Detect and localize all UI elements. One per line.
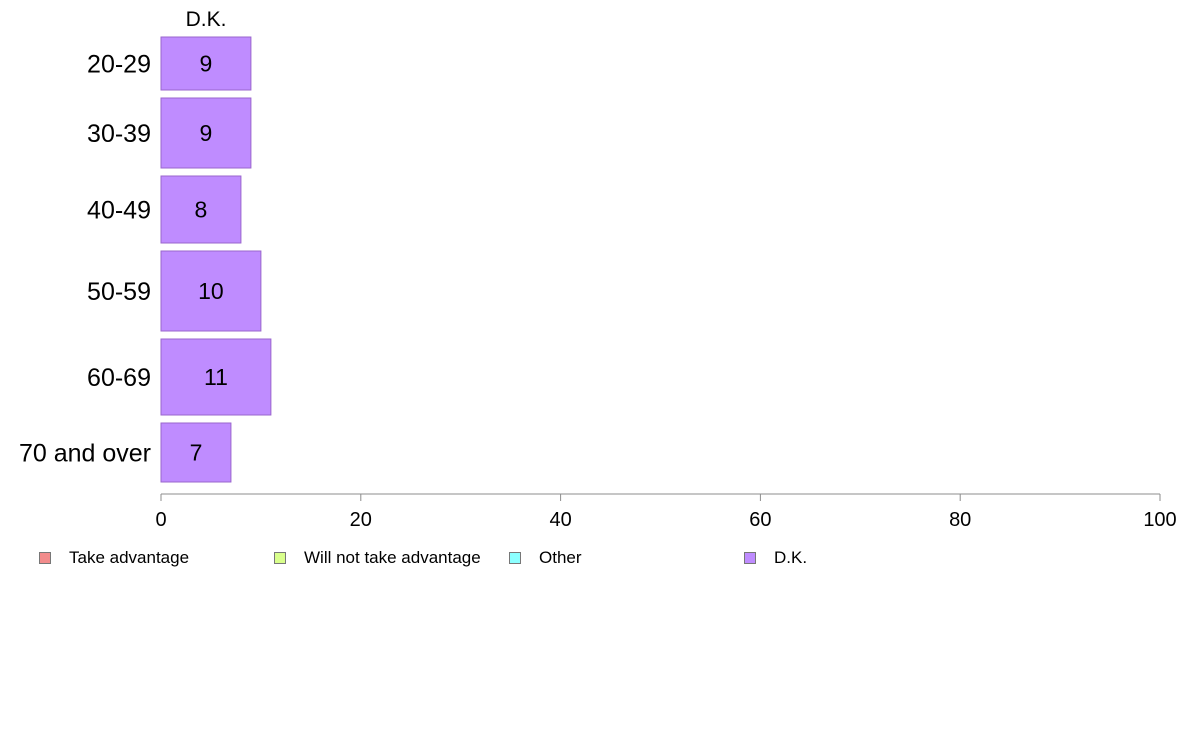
column-header: D.K.	[186, 8, 227, 31]
x-tick-label: 100	[1143, 509, 1176, 531]
bar-value-label: 11	[204, 364, 228, 390]
bar-value-label: 9	[200, 120, 213, 146]
bar-value-label: 8	[195, 197, 208, 223]
legend-swatch-take-advantage	[39, 551, 51, 564]
legend-item-dk: D.K.	[744, 549, 807, 566]
legend-label: D.K.	[774, 548, 808, 567]
x-tick-label: 0	[155, 509, 166, 531]
x-tick-label: 40	[549, 509, 571, 531]
legend-label: Will not take advantage	[304, 548, 481, 567]
bar-60-69	[160, 338, 272, 416]
legend-item-other: Other	[509, 549, 582, 566]
x-axis: 0 20 40 60 80 100	[155, 493, 1177, 531]
category-label: 50-59	[87, 278, 151, 306]
category-label: 30-39	[87, 120, 151, 148]
legend-item-take-advantage: Take advantage	[39, 549, 189, 566]
bar-30-39	[160, 97, 252, 169]
bar-value-label: 9	[200, 51, 213, 77]
bar-20-29	[160, 36, 252, 91]
bars-group: 9 9 8 10 11 7	[160, 36, 272, 483]
category-label: 40-49	[87, 197, 151, 225]
x-tick-label: 20	[350, 509, 372, 531]
legend-label: Take advantage	[69, 548, 190, 567]
category-label: 60-69	[87, 364, 151, 392]
x-tick-label: 60	[749, 509, 771, 531]
bar-40-49	[160, 175, 242, 244]
legend-swatch-other	[509, 551, 521, 564]
bar-70-and-over	[160, 422, 232, 483]
category-label: 70 and over	[19, 440, 151, 468]
legend-swatch-dk	[744, 551, 756, 564]
bar-value-label: 7	[190, 440, 203, 466]
legend-item-will-not-take-advantage: Will not take advantage	[274, 549, 481, 566]
category-label: 20-29	[87, 51, 151, 79]
category-labels: 20-29 30-39 40-49 50-59 60-69 70 and over	[19, 51, 151, 468]
legend-label: Other	[539, 548, 582, 567]
legend: Take advantage Will not take advantage O…	[0, 549, 1188, 569]
x-tick-label: 80	[949, 509, 971, 531]
bar-value-label: 10	[198, 278, 224, 304]
bar-50-59	[160, 250, 262, 332]
legend-swatch-will-not-take-advantage	[274, 551, 286, 564]
